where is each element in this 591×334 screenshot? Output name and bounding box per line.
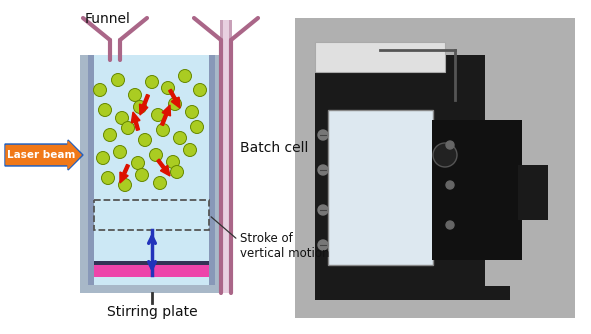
FancyArrow shape — [120, 164, 129, 183]
Circle shape — [138, 134, 151, 147]
Circle shape — [167, 156, 180, 168]
Circle shape — [154, 176, 167, 189]
Bar — [295, 18, 575, 318]
Circle shape — [128, 89, 141, 102]
Circle shape — [174, 132, 187, 145]
Text: Stroke of
vertical motion: Stroke of vertical motion — [240, 232, 330, 260]
Circle shape — [99, 104, 112, 117]
Bar — [432, 120, 522, 260]
Circle shape — [119, 178, 132, 191]
Bar — [215, 55, 223, 285]
Bar — [94, 265, 209, 277]
Circle shape — [157, 124, 170, 137]
Text: Batch cell: Batch cell — [240, 141, 309, 155]
Text: Stirring plate: Stirring plate — [107, 305, 197, 319]
Bar — [328, 110, 433, 265]
FancyArrow shape — [157, 159, 170, 176]
Bar — [94, 200, 209, 230]
Circle shape — [113, 146, 126, 159]
Circle shape — [112, 73, 125, 87]
Circle shape — [186, 106, 199, 119]
Bar — [220, 20, 232, 293]
Circle shape — [168, 98, 181, 111]
Bar — [80, 55, 88, 285]
Bar — [315, 55, 485, 290]
Circle shape — [135, 168, 148, 181]
FancyArrow shape — [168, 89, 180, 108]
Bar — [223, 20, 229, 293]
Circle shape — [446, 181, 454, 189]
Circle shape — [446, 141, 454, 149]
FancyArrow shape — [131, 112, 140, 130]
Circle shape — [132, 157, 145, 169]
Circle shape — [183, 144, 196, 157]
Bar — [209, 55, 215, 285]
Circle shape — [433, 143, 457, 167]
Bar — [518, 165, 548, 220]
Bar — [80, 285, 223, 293]
Circle shape — [190, 121, 203, 134]
Circle shape — [102, 171, 115, 184]
Circle shape — [145, 75, 158, 89]
Bar — [315, 42, 445, 72]
Circle shape — [96, 152, 109, 165]
Circle shape — [446, 221, 454, 229]
Circle shape — [161, 81, 174, 95]
Circle shape — [178, 69, 191, 82]
Text: Laser beam: Laser beam — [7, 150, 76, 160]
Circle shape — [318, 240, 328, 250]
Text: Funnel: Funnel — [85, 12, 131, 26]
Circle shape — [103, 129, 116, 142]
Circle shape — [93, 84, 106, 97]
Circle shape — [318, 205, 328, 215]
Circle shape — [318, 130, 328, 140]
FancyArrow shape — [6, 142, 81, 168]
Circle shape — [150, 149, 163, 162]
Circle shape — [151, 109, 164, 122]
FancyArrow shape — [5, 140, 83, 170]
Circle shape — [115, 112, 128, 125]
Bar — [88, 55, 94, 285]
Circle shape — [193, 84, 206, 97]
Circle shape — [134, 101, 147, 114]
Circle shape — [122, 122, 135, 135]
FancyArrow shape — [139, 95, 150, 115]
Bar — [88, 55, 215, 285]
Circle shape — [170, 166, 183, 178]
Bar — [315, 286, 510, 300]
FancyArrow shape — [161, 105, 170, 126]
Circle shape — [318, 165, 328, 175]
Bar — [94, 261, 209, 265]
